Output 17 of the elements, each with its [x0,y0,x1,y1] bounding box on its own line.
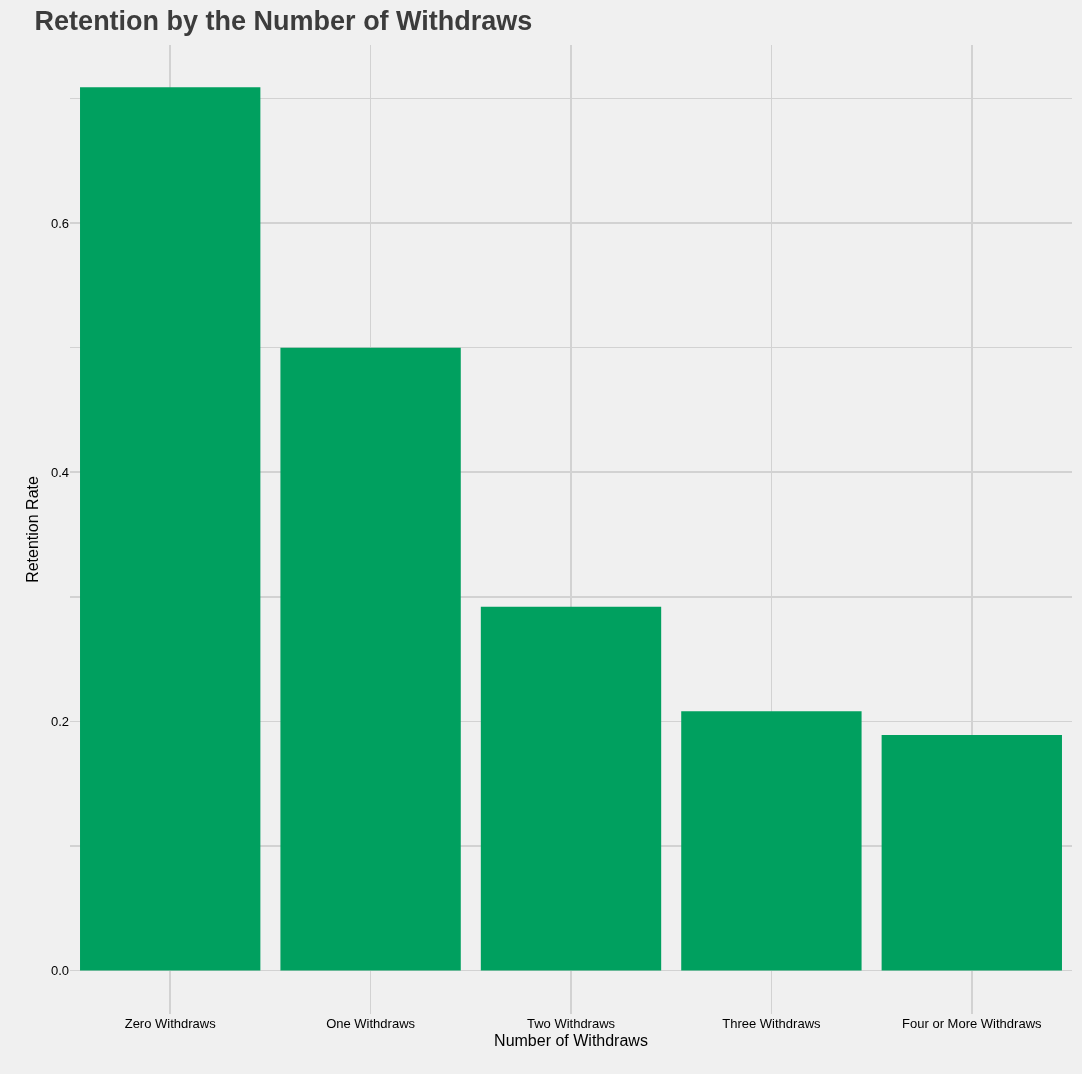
bar [881,735,1062,971]
y-tick-label: 0.2 [50,713,69,729]
y-tick-label: 0.4 [50,464,69,480]
bar [280,347,461,971]
x-tick-label: One Withdraws [326,1016,416,1031]
x-tick-label: Two Withdraws [526,1016,616,1031]
y-tick-label: 0.6 [50,215,69,231]
x-axis-title: Number of Withdraws [494,1031,648,1049]
y-axis-title: Retention Rate [23,476,41,583]
x-tick-label: Four or More Withdraws [902,1016,1043,1031]
x-tick-label: Three Withdraws [722,1016,822,1031]
bar [480,606,662,971]
y-tick-label: 0.0 [50,962,69,978]
chart-title: Retention by the Number of Withdraws [34,5,533,36]
x-tick-label: Zero Withdraws [124,1016,217,1031]
bar [681,711,862,971]
bar [80,87,261,971]
